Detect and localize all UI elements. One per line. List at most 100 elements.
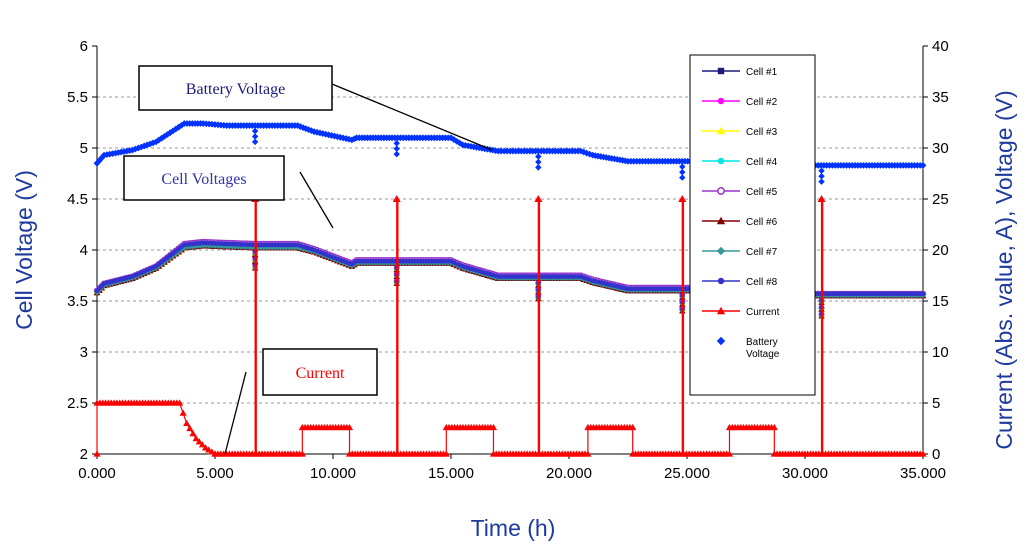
callout-box	[138, 65, 333, 111]
legend-marker	[717, 67, 725, 75]
legend-marker	[716, 336, 726, 346]
legend-marker	[717, 277, 725, 285]
y-tick-label: 4	[80, 242, 88, 259]
legend: Cell #1 Cell #2 Cell #3 Cell #4 Cell #5 Cell …	[689, 54, 816, 396]
legend-item: Cell #5	[702, 187, 778, 198]
callouts: Battery Voltage Cell Voltages Current	[123, 65, 493, 455]
data-point	[818, 167, 825, 174]
legend-marker	[716, 246, 726, 256]
callout-label: Current	[296, 365, 345, 382]
legend-item: Current	[702, 306, 780, 318]
data-point	[818, 173, 825, 180]
x-tick-label: 30.000	[782, 465, 828, 482]
x-tick-label: 25.000	[664, 465, 710, 482]
data-point	[770, 423, 778, 431]
legend-marker	[717, 97, 725, 105]
y2-tick-label: 40	[932, 38, 949, 55]
legend-item: Cell #8	[702, 277, 778, 288]
legend-label: Cell #1	[746, 67, 778, 78]
data-point	[920, 291, 926, 297]
x-tick-label: 5.000	[196, 465, 234, 482]
data-point	[919, 450, 927, 457]
legend-label: Cell #5	[746, 187, 778, 198]
data-point	[393, 140, 400, 147]
callout-leader	[299, 171, 334, 229]
callout-leader	[331, 83, 493, 151]
y2-tick-label: 5	[932, 395, 940, 412]
data-point	[679, 174, 686, 181]
y-tick-label: 2	[80, 446, 88, 463]
data-point	[679, 168, 686, 176]
data-point	[447, 134, 455, 142]
legend-box	[689, 54, 816, 396]
y-tick-label: 2.5	[67, 395, 88, 412]
legend-item: Cell #1	[702, 67, 778, 78]
data-point	[584, 450, 592, 457]
legend-marker	[717, 187, 725, 195]
data-point	[175, 123, 183, 131]
y2-tick-label: 35	[932, 89, 949, 106]
data-point	[93, 450, 101, 457]
series-line	[96, 198, 923, 455]
x-tick-label: 15.000	[428, 465, 474, 482]
data-point	[95, 157, 103, 164]
y-tick-label: 6	[80, 38, 88, 55]
data-point	[186, 424, 194, 432]
data-point	[817, 195, 826, 202]
callout-current: Current	[224, 348, 378, 455]
y2-tick-label: 25	[932, 191, 949, 208]
callout-leader	[224, 371, 247, 455]
data-point	[534, 195, 543, 202]
ticks: 2 2.5 3 3.5 4 4.5 5 5.5 6 0 5 10 15 20 25 30 35 40 0.000 5.…	[67, 38, 949, 482]
data-point	[179, 409, 187, 416]
data-point	[298, 450, 306, 457]
legend-item: Cell #7	[702, 246, 778, 258]
data-point	[192, 435, 200, 442]
x-tick-label: 35.000	[900, 465, 946, 482]
data-point	[393, 150, 400, 158]
data-point	[305, 126, 313, 134]
series-battery-voltage	[93, 120, 927, 185]
data-point	[629, 423, 637, 431]
y2-tick-label: 10	[932, 344, 949, 361]
data-point	[392, 195, 401, 202]
y-tick-label: 4.5	[67, 191, 88, 208]
legend-item: Cell #6	[702, 216, 778, 228]
data-point	[155, 136, 163, 144]
y-tick-label: 5.5	[67, 89, 88, 106]
y2-tick-label: 30	[932, 140, 949, 157]
data-point	[535, 153, 542, 160]
data-point	[345, 423, 354, 431]
data-point	[172, 125, 180, 133]
y2-axis-title: Current (Abs. value, A), Voltage (V)	[991, 90, 1017, 449]
data-point	[178, 121, 185, 129]
callout-label: Cell Voltages	[161, 171, 246, 188]
data-point	[336, 133, 344, 141]
x-tick-label: 10.000	[310, 465, 356, 482]
data-point	[322, 130, 330, 138]
x-axis-title: Time (h)	[471, 515, 556, 541]
y-tick-label: 3.5	[67, 293, 88, 310]
data-point	[195, 438, 203, 445]
data-point	[131, 145, 139, 153]
data-point	[183, 419, 191, 426]
legend-label: Current	[746, 307, 780, 318]
data-point	[919, 161, 927, 169]
data-point	[818, 178, 825, 185]
data-point	[302, 125, 310, 133]
y-tick-label: 5	[80, 140, 88, 157]
data-point	[310, 128, 318, 136]
callout-box	[262, 348, 378, 396]
data-point	[176, 399, 184, 406]
data-point	[251, 127, 259, 135]
legend-marker	[717, 157, 725, 165]
data-point	[189, 430, 197, 437]
data-point	[489, 423, 498, 431]
data-point	[152, 138, 160, 146]
data-point	[678, 195, 687, 202]
y-tick-label: 3	[80, 344, 88, 361]
legend-label: Cell #7	[746, 247, 778, 258]
data-point	[251, 133, 259, 140]
legend-item: Cell #2	[702, 97, 778, 108]
